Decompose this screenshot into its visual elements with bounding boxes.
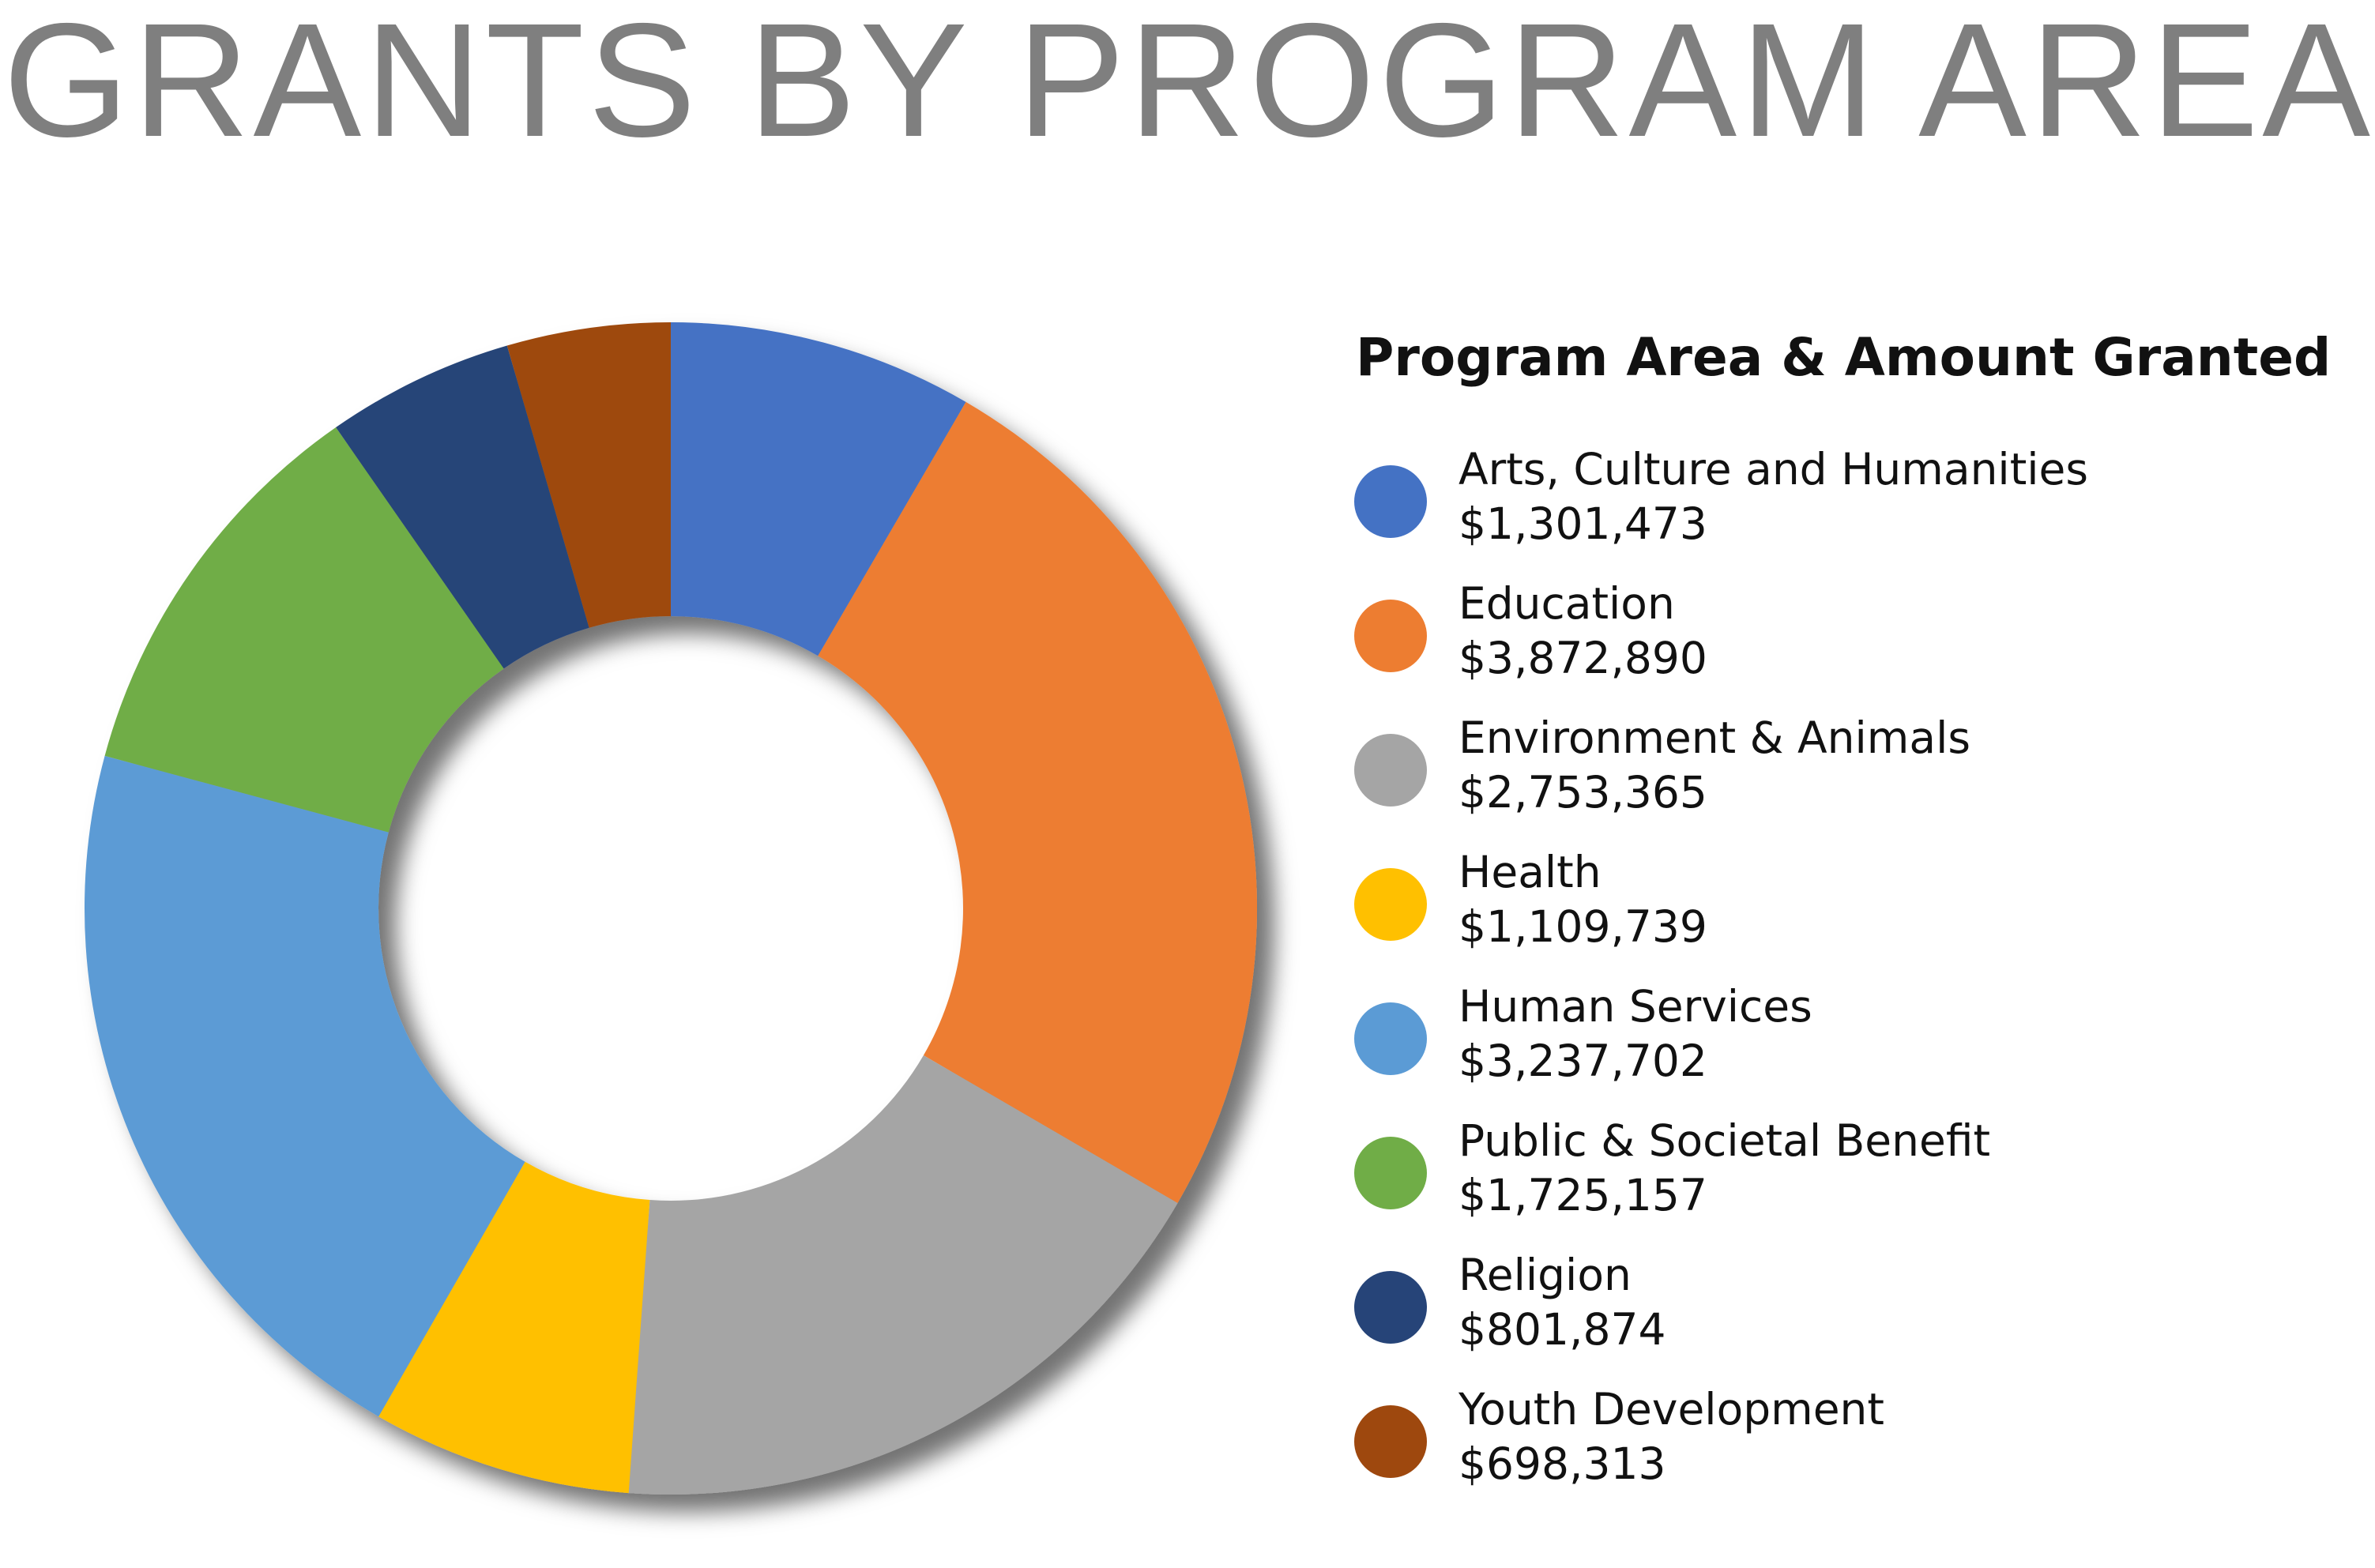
legend-label: Environment & Animals — [1458, 713, 1970, 763]
donut-slice — [506, 322, 671, 628]
chart-title: GRANTS BY PROGRAM AREA — [3, 0, 2370, 171]
legend-swatch — [1354, 868, 1427, 941]
donut — [85, 322, 1258, 1495]
legend-swatch — [1354, 734, 1427, 807]
donut-slice — [85, 755, 525, 1417]
legend-label: Religion — [1458, 1250, 1632, 1300]
legend-label: Human Services — [1458, 981, 1812, 1032]
donut-slice — [104, 427, 504, 833]
legend-value: $801,874 — [1458, 1304, 1666, 1355]
donut-slice — [818, 401, 1258, 1203]
legend-swatch — [1354, 1137, 1427, 1209]
donut-slice — [628, 1055, 1178, 1495]
legend-value: $3,872,890 — [1458, 633, 1707, 683]
legend-value: $698,313 — [1458, 1438, 1666, 1489]
donut-slice — [378, 1161, 650, 1494]
legend-swatch — [1354, 1271, 1427, 1344]
legend-label: Youth Development — [1458, 1384, 1884, 1435]
legend-label: Arts, Culture and Humanities — [1458, 444, 2088, 494]
legend-value: $1,109,739 — [1458, 901, 1707, 952]
donut-slice — [336, 345, 589, 669]
legend: Arts, Culture and Humanities$1,301,473 Ed… — [1354, 444, 2088, 1489]
legend-value: $1,725,157 — [1458, 1170, 1707, 1220]
legend-swatch — [1354, 1405, 1427, 1478]
legend-value: $2,753,365 — [1458, 767, 1707, 818]
legend-label: Public & Societal Benefit — [1458, 1115, 1990, 1166]
legend-value: $3,237,702 — [1458, 1036, 1707, 1086]
donut-slice — [671, 322, 966, 656]
legend-swatch — [1354, 600, 1427, 672]
legend-label: Education — [1458, 578, 1675, 629]
legend-swatch — [1354, 1002, 1427, 1075]
legend-title: Program Area & Amount Granted — [1356, 327, 2331, 388]
legend-label: Health — [1458, 847, 1602, 897]
legend-swatch — [1354, 465, 1427, 538]
legend-value: $1,301,473 — [1458, 498, 1707, 549]
